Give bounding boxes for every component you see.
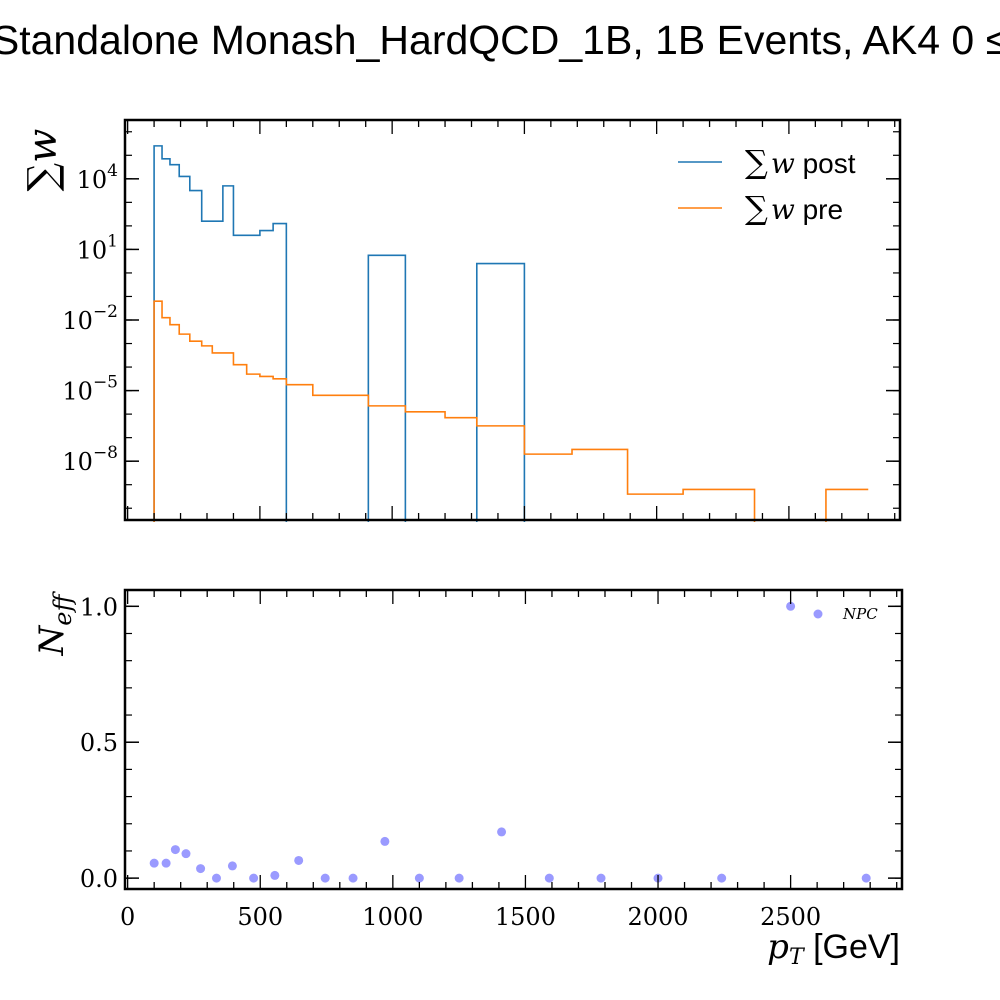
data-point-20 <box>786 601 796 611</box>
data-point-17 <box>596 873 606 883</box>
chart-title: Standalone Monash_HardQCD_1B, 1B Events,… <box>0 17 1000 63</box>
data-point-21 <box>861 873 871 883</box>
series-1-step-line <box>153 300 869 522</box>
bottom-ylabel-main: N <box>32 624 72 656</box>
data-point-14 <box>454 873 464 883</box>
bottom-ytick-label: 0.5 <box>80 729 118 757</box>
top-series-group <box>153 145 869 522</box>
x-axis-label: pT [GeV] <box>767 927 900 970</box>
top-ytick-exponent: −5 <box>93 373 118 393</box>
bottom-ytick-label: 0.0 <box>80 865 118 893</box>
bottom-xtick-label: 500 <box>237 903 283 931</box>
top-ytick-label: 101 <box>77 231 118 264</box>
series-0-step-line <box>153 145 526 522</box>
legend-marker-npc <box>813 609 823 619</box>
top-legend: ∑ w post∑ w pre <box>678 143 856 227</box>
top-ytick-exponent: 1 <box>107 231 118 251</box>
xlabel-sub: T <box>789 945 806 970</box>
bottom-ytick-label: 1.0 <box>80 593 118 621</box>
data-point-19 <box>717 873 727 883</box>
bottom-ticks-group: 0.0 0.5 1.0 0 500 1000 1500 2000 2500 <box>80 590 902 931</box>
data-point-5 <box>211 873 221 883</box>
legend-label-1: ∑ w pre <box>745 189 843 227</box>
data-point-13 <box>414 873 424 883</box>
data-point-8 <box>270 870 280 880</box>
top-ytick-base: 10 <box>77 166 108 194</box>
legend-suffix: pre <box>795 194 843 225</box>
data-point-1 <box>161 858 171 868</box>
data-point-3 <box>181 849 191 859</box>
legend-label-npc: NPC <box>842 605 878 623</box>
xlabel-main: p <box>767 927 789 967</box>
top-ytick-base: 10 <box>62 307 93 335</box>
data-point-10 <box>320 873 330 883</box>
legend-sum-symbol: ∑ <box>745 189 768 227</box>
data-point-7 <box>249 873 259 883</box>
top-ytick-base: 10 <box>62 448 93 476</box>
bottom-panel: 0.0 0.5 1.0 0 500 1000 1500 2000 2500 Neff pT [G… <box>32 588 904 970</box>
top-ytick-label: 10−5 <box>62 373 118 406</box>
top-y-axis-label: ∑w <box>20 129 66 192</box>
legend-var: w <box>771 193 795 226</box>
legend-sum-symbol: ∑ <box>745 143 768 181</box>
bottom-legend: NPC <box>813 605 878 623</box>
bottom-xtick-label: 0 <box>120 903 135 931</box>
series-0-path-group <box>153 145 526 522</box>
top-ytick-label: 10−2 <box>62 302 118 335</box>
data-point-9 <box>294 855 304 865</box>
top-axes-frame <box>123 118 902 522</box>
data-point-4 <box>196 864 206 874</box>
top-ytick-label: 104 <box>77 161 118 194</box>
data-point-15 <box>497 827 507 837</box>
bottom-points-group <box>149 601 871 883</box>
data-point-12 <box>380 836 390 846</box>
data-point-0 <box>149 858 159 868</box>
bottom-axes-frame <box>123 588 904 891</box>
bottom-xtick-label: 2000 <box>627 903 688 931</box>
data-point-11 <box>348 873 358 883</box>
bottom-xtick-label: 1000 <box>362 903 423 931</box>
legend-var: w <box>771 147 795 180</box>
series-1-path-group <box>153 300 869 522</box>
bottom-xtick-label: 2500 <box>760 903 821 931</box>
top-ytick-exponent: −8 <box>93 443 118 463</box>
legend-suffix: post <box>795 148 856 179</box>
legend-label-0: ∑ w post <box>745 143 856 181</box>
top-ytick-base: 10 <box>77 236 108 264</box>
bottom-y-axis-label: Neff <box>32 591 77 657</box>
bottom-xtick-label: 1500 <box>495 903 556 931</box>
data-point-16 <box>544 873 554 883</box>
data-point-2 <box>170 845 180 855</box>
top-ytick-exponent: 4 <box>107 161 118 181</box>
top-ytick-base: 10 <box>62 378 93 406</box>
top-ylabel-text: ∑w <box>20 129 66 192</box>
top-ytick-exponent: −2 <box>93 302 118 322</box>
xlabel-unit: [GeV] <box>804 928 900 966</box>
bottom-ylabel-sub: eff <box>49 591 77 626</box>
top-ytick-label: 10−8 <box>62 443 118 476</box>
data-point-6 <box>227 861 237 871</box>
